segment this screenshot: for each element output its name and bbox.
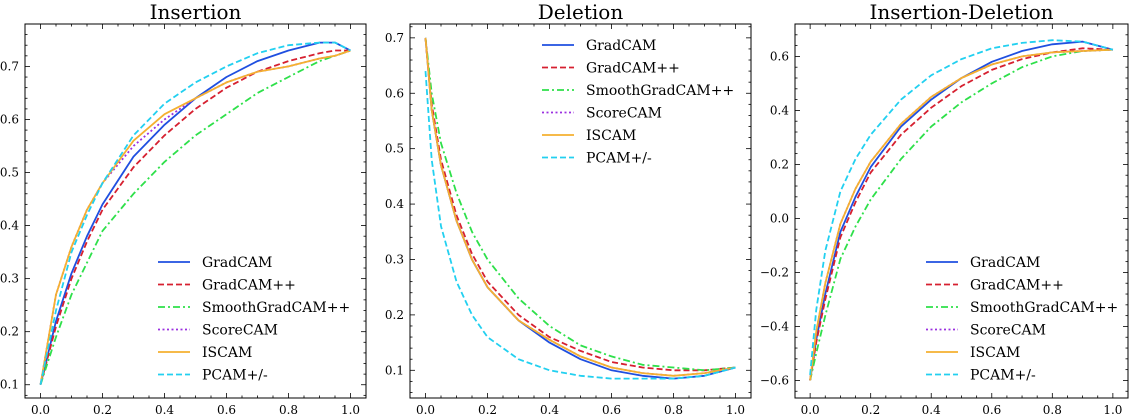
chart-panel-3: Insertion-Deletion 0.0 0.2 0.4 0.6 0.8 1.0 −0.6… bbox=[760, 0, 1129, 417]
legend-label: PCAM+/- bbox=[970, 368, 1036, 384]
legend-label: GradCAM bbox=[202, 255, 272, 271]
series-line-2 bbox=[809, 47, 1113, 381]
series-line-6 bbox=[809, 39, 1114, 376]
series-line-1 bbox=[39, 41, 351, 385]
series-line-4 bbox=[809, 48, 1113, 381]
legend-label: ISCAM bbox=[202, 345, 252, 361]
y-tick-label: 0.0 bbox=[770, 211, 789, 225]
legend-label: ScoreCAM bbox=[586, 106, 662, 122]
y-tick-label: 0.1 bbox=[385, 363, 404, 377]
plot-frame bbox=[409, 23, 752, 399]
x-tick-label: 0.8 bbox=[664, 403, 683, 417]
y-tick-label: 0.2 bbox=[0, 325, 19, 339]
legend-label: PCAM+/- bbox=[202, 368, 268, 384]
y-tick-label: −0.2 bbox=[760, 265, 789, 279]
y-tick-label: 0.4 bbox=[0, 219, 19, 233]
series-line-3 bbox=[809, 48, 1113, 381]
legend: GradCAM GradCAM++ SmoothGradCAM++ ScoreCAM I… bbox=[158, 255, 350, 384]
x-tick-label: 0.4 bbox=[155, 403, 174, 417]
series-group bbox=[809, 39, 1114, 381]
series-line-6 bbox=[424, 71, 736, 380]
y-tick-label: 0.4 bbox=[770, 103, 789, 117]
legend-label: ISCAM bbox=[970, 345, 1020, 361]
y-tick-label: 0.2 bbox=[385, 308, 404, 322]
legend-label: SmoothGradCAM++ bbox=[586, 83, 734, 99]
y-tick-label: 0.6 bbox=[0, 112, 19, 126]
x-tick-label: 0.0 bbox=[416, 403, 435, 417]
y-tick-label: 0.5 bbox=[385, 142, 404, 156]
legend-label: SmoothGradCAM++ bbox=[970, 300, 1118, 316]
x-tick-label: 0.4 bbox=[922, 403, 941, 417]
legend-label: GradCAM bbox=[970, 255, 1040, 271]
legend-label: GradCAM++ bbox=[970, 278, 1064, 294]
series-line-2 bbox=[39, 49, 351, 385]
x-tick-label: 0.6 bbox=[602, 403, 621, 417]
legend-label: GradCAM++ bbox=[586, 61, 680, 77]
x-tick-label: 0.2 bbox=[478, 403, 497, 417]
y-tick-label: 0.6 bbox=[385, 86, 404, 100]
x-tick-label: 0.6 bbox=[982, 403, 1001, 417]
y-tick-label: 0.5 bbox=[0, 166, 19, 180]
series-line-4 bbox=[39, 49, 351, 385]
series-group bbox=[39, 41, 351, 385]
x-tick-label: 0.2 bbox=[861, 403, 880, 417]
y-tick-label: 0.2 bbox=[770, 157, 789, 171]
legend-label: ISCAM bbox=[586, 128, 636, 144]
legend-label: PCAM+/- bbox=[586, 151, 652, 167]
y-tick-label: 0.6 bbox=[770, 49, 789, 63]
legend-label: GradCAM bbox=[586, 38, 656, 54]
series-line-5 bbox=[809, 48, 1113, 381]
series-line-5 bbox=[39, 49, 351, 385]
legend: GradCAM GradCAM++ SmoothGradCAM++ ScoreCAM I… bbox=[542, 38, 734, 167]
y-tick-label: −0.4 bbox=[760, 319, 790, 333]
x-tick-label: 1.0 bbox=[726, 403, 745, 417]
chart-title: Deletion bbox=[538, 0, 624, 24]
chart-panel-2: Deletion 0.0 0.2 0.4 0.6 0.8 1.0 0.1 0.2 0.3 0.4 0.… bbox=[385, 0, 752, 417]
legend-label: ScoreCAM bbox=[202, 323, 278, 339]
chart-panel-1: Insertion 0.0 0.2 0.4 0.6 0.8 1.0 0.1 0.2 0.3 0.4 0… bbox=[0, 0, 367, 417]
series-line-1 bbox=[809, 40, 1114, 381]
x-tick-label: 1.0 bbox=[1103, 403, 1122, 417]
y-tick-label: 0.3 bbox=[385, 252, 404, 266]
y-tick-label: 0.3 bbox=[0, 272, 19, 286]
y-tick-label: −0.6 bbox=[760, 373, 789, 387]
y-tick-label: 0.4 bbox=[385, 197, 404, 211]
plot-frame bbox=[24, 23, 367, 399]
y-tick-label: 0.1 bbox=[0, 378, 19, 392]
series-line-3 bbox=[39, 49, 351, 385]
y-tick-label: 0.7 bbox=[385, 31, 404, 45]
x-tick-label: 0.6 bbox=[217, 403, 236, 417]
chart-title: Insertion bbox=[150, 0, 242, 24]
legend: GradCAM GradCAM++ SmoothGradCAM++ ScoreCAM I… bbox=[926, 255, 1118, 384]
x-tick-label: 0.0 bbox=[31, 403, 50, 417]
series-line-3 bbox=[424, 37, 736, 372]
x-tick-label: 0.2 bbox=[93, 403, 112, 417]
series-group bbox=[424, 37, 736, 380]
series-line-6 bbox=[39, 41, 351, 385]
series-line-2 bbox=[424, 37, 736, 372]
legend-label: SmoothGradCAM++ bbox=[202, 300, 350, 316]
series-line-5 bbox=[424, 37, 736, 377]
x-tick-label: 1.0 bbox=[341, 403, 360, 417]
x-tick-label: 0.8 bbox=[279, 403, 298, 417]
chart-title: Insertion-Deletion bbox=[869, 0, 1053, 24]
legend-label: ScoreCAM bbox=[970, 323, 1046, 339]
legend-label: GradCAM++ bbox=[202, 278, 296, 294]
x-tick-label: 0.0 bbox=[801, 403, 820, 417]
y-tick-label: 0.7 bbox=[0, 59, 19, 73]
x-tick-label: 0.4 bbox=[540, 403, 559, 417]
x-tick-label: 0.8 bbox=[1043, 403, 1062, 417]
